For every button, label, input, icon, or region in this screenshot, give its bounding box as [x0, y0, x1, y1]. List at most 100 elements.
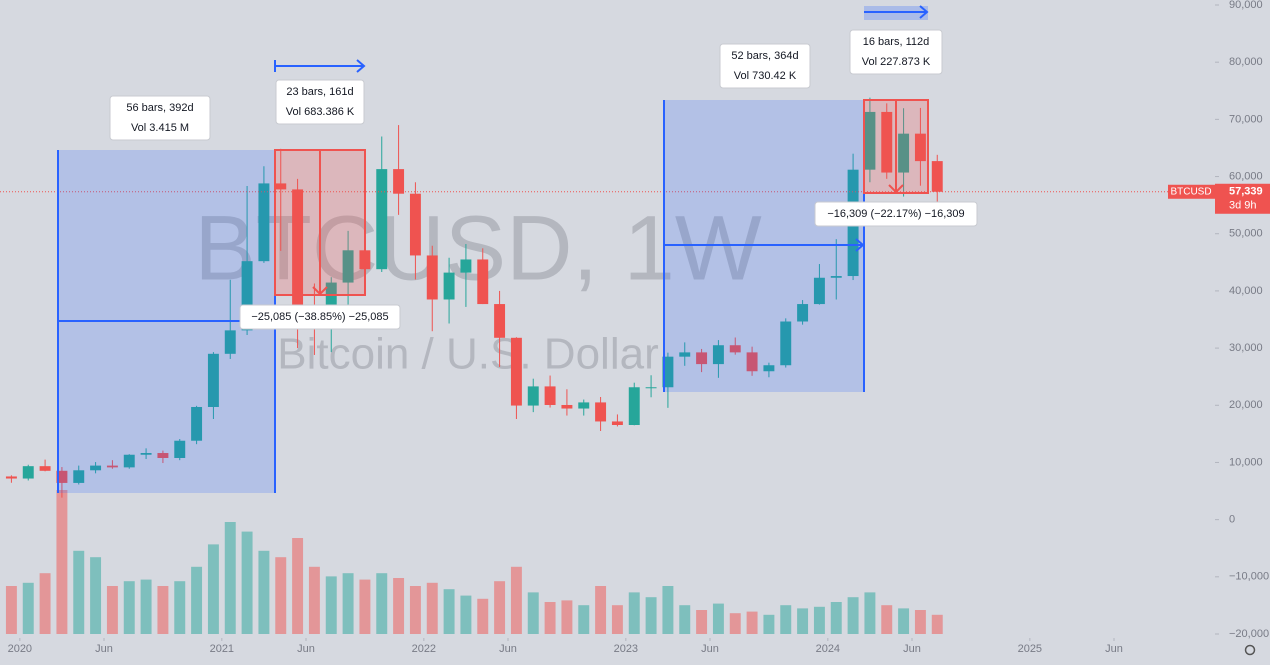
- y-tick-label: 0: [1229, 514, 1235, 526]
- volume-bar: [797, 608, 809, 634]
- volume-bar: [881, 605, 893, 634]
- candle-body: [157, 453, 169, 458]
- candle-body: [780, 321, 792, 366]
- volume-bar: [157, 586, 169, 634]
- y-tick-label: 80,000: [1229, 56, 1263, 68]
- volume-bar: [780, 605, 792, 634]
- candle-body: [662, 356, 674, 388]
- volume-bar: [22, 582, 34, 634]
- candle-body: [275, 183, 287, 190]
- volume-bar: [5, 586, 17, 634]
- y-tick-label: 20,000: [1229, 399, 1263, 411]
- candle-body: [174, 440, 186, 458]
- y-tick-label: 50,000: [1229, 228, 1263, 240]
- measure-label: 16 bars, 112d: [863, 36, 929, 48]
- volume-bar: [174, 581, 186, 634]
- x-tick-label: 2024: [816, 643, 840, 655]
- candle-body: [191, 406, 203, 441]
- y-tick-label: 60,000: [1229, 170, 1263, 182]
- candle-body: [207, 353, 219, 407]
- x-tick-label: Jun: [701, 643, 719, 655]
- candle-body: [628, 387, 640, 426]
- arrow-head: [888, 184, 904, 194]
- volume-bar: [847, 597, 859, 634]
- y-tick-label: −20,000: [1229, 628, 1269, 640]
- measure-label: −25,085 (−38.85%) −25,085: [251, 311, 388, 323]
- candle-body: [797, 304, 809, 322]
- x-tick-label: Jun: [95, 643, 113, 655]
- volume-bar: [679, 605, 691, 634]
- volume-bar: [224, 522, 236, 634]
- volume-bar: [729, 613, 741, 634]
- candle-body: [460, 259, 472, 273]
- symbol-tag: [1168, 184, 1215, 199]
- candle-body: [527, 386, 539, 406]
- volume-bar: [544, 602, 556, 634]
- candle-body: [898, 133, 910, 173]
- volume-bar: [611, 605, 623, 634]
- measure-labels: 56 bars, 392d Vol 3.415 M 23 bars, 161d …: [109, 29, 978, 330]
- settings-icon[interactable]: [1244, 644, 1256, 656]
- candle-body: [393, 169, 405, 194]
- x-tick-label: 2021: [210, 643, 234, 655]
- volume-bar: [207, 544, 219, 634]
- candle-body: [712, 345, 724, 365]
- y-tick-label: 30,000: [1229, 342, 1263, 354]
- candle-body: [645, 387, 657, 389]
- measure-label: 56 bars, 392d: [126, 102, 193, 114]
- volume-bar: [746, 611, 758, 634]
- arrow-head: [919, 5, 929, 19]
- symbol-label: BTCUSD: [1170, 186, 1211, 197]
- arrow-head: [312, 286, 328, 296]
- watermark-subtitle: Bitcoin / U.S. Dollar: [277, 330, 658, 379]
- volume-bar: [275, 557, 287, 634]
- candle-body: [931, 161, 943, 192]
- candle-body: [376, 169, 388, 270]
- volume-bar: [426, 582, 438, 634]
- volume-bar: [258, 550, 270, 634]
- volume-bar: [914, 610, 926, 634]
- candle-body: [881, 111, 893, 173]
- volume-bar: [864, 592, 876, 634]
- candle-body: [595, 402, 607, 422]
- candle-body: [241, 261, 253, 331]
- volume-bar: [73, 550, 85, 634]
- candle-body: [544, 386, 556, 405]
- volume-bar: [527, 592, 539, 634]
- volume-bar: [241, 531, 253, 634]
- measure-label: Vol 3.415 M: [131, 122, 189, 134]
- volume-bar: [628, 592, 640, 634]
- label-box: [275, 79, 365, 125]
- label-box: [849, 29, 943, 75]
- candle-body: [914, 133, 926, 162]
- candle-body: [90, 465, 102, 471]
- candle-body: [106, 465, 118, 468]
- countdown-label: 3d 9h: [1229, 200, 1257, 212]
- volume-bar: [510, 566, 522, 634]
- volume-bar: [140, 579, 152, 634]
- y-tick-label: 10,000: [1229, 456, 1263, 468]
- volume-bar: [712, 603, 724, 634]
- candle-body: [443, 272, 455, 300]
- volume-bar: [106, 586, 118, 634]
- measure-label: −16,309 (−22.17%) −16,309: [827, 208, 964, 220]
- candle-body: [696, 352, 708, 365]
- measure-label: 52 bars, 364d: [731, 50, 798, 62]
- candle-body: [561, 404, 573, 409]
- volume-bar: [443, 589, 455, 634]
- x-tick-label: Jun: [499, 643, 517, 655]
- price-tag: [1215, 183, 1270, 214]
- candle-body: [746, 352, 758, 372]
- volume-bar: [830, 602, 842, 634]
- volume-bar: [342, 573, 354, 634]
- volume-bar: [376, 573, 388, 634]
- x-tick-label: 2023: [614, 643, 638, 655]
- candle-body: [763, 365, 775, 372]
- candle-body: [56, 470, 68, 483]
- label-box: [239, 304, 401, 330]
- label-box: [109, 95, 211, 141]
- volume-bar: [931, 614, 943, 634]
- candle-body: [864, 111, 876, 170]
- volume-bar: [191, 566, 203, 634]
